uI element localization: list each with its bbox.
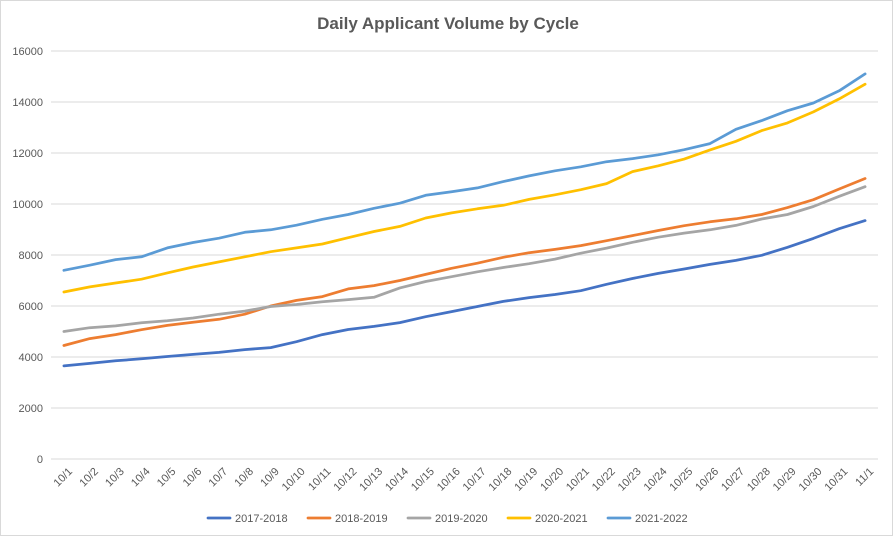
gridlines [51,50,878,460]
x-axis-ticks: 10/1 10/2 10/3 10/4 10/5 10/6 10/7 10/8 10/910/1… [52,466,877,494]
series-line-2019-2020 [62,185,867,333]
x-tick-label: 10/9 [258,466,282,490]
y-tick-label: 6000 [19,301,43,313]
legend-label: 2018-2019 [335,513,388,525]
legend-label: 2017-2018 [235,513,288,525]
x-tick-label: 10/29 [771,466,799,494]
series-line-2017-2018 [62,219,867,368]
x-tick-label: 10/8 [232,466,256,490]
x-tick-label: 10/10 [280,466,308,494]
y-tick-label: 10000 [12,199,43,211]
x-tick-label: 10/26 [693,466,721,494]
x-tick-label: 10/20 [538,466,566,494]
series-line-2021-2022 [62,72,867,272]
legend-item: 2019-2020 [406,513,488,525]
x-tick-label: 10/22 [590,466,618,494]
x-tick-label: 10/31 [822,466,850,494]
x-tick-label: 10/18 [487,466,515,494]
y-tick-label: 16000 [12,46,43,58]
x-tick-label: 10/27 [719,466,747,494]
legend-item: 2020-2021 [506,513,588,525]
legend-label: 2021-2022 [635,513,688,525]
x-tick-label: 10/3 [103,466,127,490]
x-tick-label: 10/23 [616,466,644,494]
x-tick-label: 10/15 [409,466,437,494]
x-tick-label: 10/21 [564,466,592,494]
series-line-2020-2021 [62,82,867,294]
y-tick-label: 2000 [19,403,43,415]
x-tick-label: 10/19 [512,466,540,494]
x-tick-label: 10/25 [667,466,695,494]
x-tick-label: 10/17 [461,466,489,494]
x-tick-label: 10/16 [435,466,463,494]
x-tick-label: 10/4 [129,466,153,490]
x-tick-label: 10/11 [306,466,333,493]
x-tick-label: 10/14 [383,466,411,494]
x-tick-label: 10/1 [52,466,76,490]
x-tick-label: 10/30 [797,466,825,494]
x-tick-label: 10/13 [357,466,385,494]
legend-item: 2021-2022 [606,513,688,525]
legend-label: 2020-2021 [535,513,588,525]
legend-item: 2018-2019 [306,513,388,525]
x-tick-label: 10/24 [642,466,670,494]
x-tick-label: 10/6 [181,466,205,490]
x-tick-label: 10/7 [207,466,231,490]
y-axis-ticks: 0 2000 4000 6000 8000 10000 12000 14000 16000 [12,46,43,466]
legend-item: 2017-2018 [206,513,288,525]
series-lines [62,72,867,368]
x-tick-label: 10/5 [155,466,179,490]
y-tick-label: 4000 [19,352,43,364]
chart-title: Daily Applicant Volume by Cycle [317,14,579,33]
legend: 2017-2018 2018-2019 2019-2020 2020-2021 2021… [206,513,688,525]
x-tick-label: 10/28 [745,466,773,494]
x-tick-label: 11/1 [853,466,876,489]
x-tick-label: 10/12 [331,466,359,494]
legend-label: 2019-2020 [435,513,488,525]
y-tick-label: 0 [37,454,43,466]
y-tick-label: 14000 [12,97,43,109]
y-tick-label: 8000 [19,250,43,262]
x-tick-label: 10/2 [77,466,101,490]
series-line-2018-2019 [62,177,867,347]
y-tick-label: 12000 [12,148,43,160]
